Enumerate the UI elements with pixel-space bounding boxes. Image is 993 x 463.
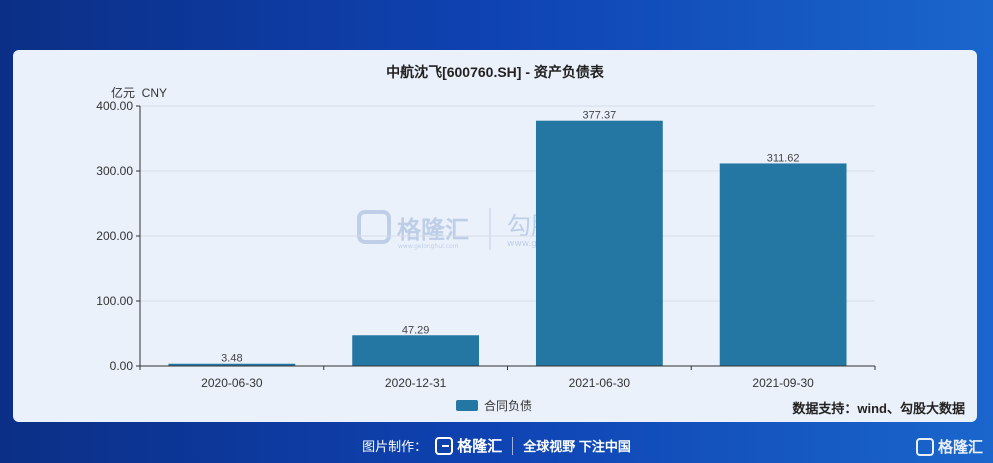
- data-label: 47.29: [402, 324, 430, 336]
- footer-logo-text: 格隆汇: [457, 438, 503, 455]
- bars: [168, 120, 847, 366]
- x-tick-label: 2020-06-30: [201, 376, 263, 390]
- y-tick-label: 400.00: [96, 99, 133, 113]
- bar[interactable]: [168, 363, 296, 366]
- bar[interactable]: [352, 335, 480, 366]
- footer-bar: 图片制作： 格隆汇 全球视野 下注中国: [0, 428, 993, 463]
- footer-brand-logo: 格隆汇: [435, 435, 502, 456]
- y-axis-ticks: 0.00 100.00 200.00 300.00 400.00: [96, 99, 140, 373]
- data-label: 377.37: [583, 110, 617, 122]
- corner-logo: 格隆汇: [915, 436, 983, 457]
- legend[interactable]: 合同负债: [456, 398, 532, 413]
- x-tick-label: 2020-12-31: [385, 376, 447, 390]
- x-tick-label: 2021-06-30: [569, 376, 631, 390]
- x-axis-ticks: 2020-06-30 2020-12-31 2021-06-30 2021-09-30: [139, 366, 876, 390]
- footer-divider: [512, 436, 514, 455]
- y-tick-label: 300.00: [96, 164, 133, 178]
- legend-label[interactable]: 合同负债: [484, 398, 532, 413]
- bar[interactable]: [719, 163, 847, 366]
- data-labels: 3.48 47.29 377.37 311.62: [221, 110, 799, 365]
- x-tick-label: 2021-09-30: [752, 376, 814, 390]
- bar[interactable]: [535, 120, 663, 366]
- chart-card: 中航沈飞[600760.SH] - 资产负债表 亿元 CNY 格隆汇 www.g…: [13, 50, 977, 422]
- source-note: 数据支持：wind、勾股大数据: [792, 401, 965, 416]
- watermark-brand: 格隆汇: [397, 216, 469, 244]
- legend-swatch[interactable]: [456, 400, 478, 411]
- y-tick-label: 0.00: [110, 359, 134, 373]
- chart: 中航沈飞[600760.SH] - 资产负债表 亿元 CNY 格隆汇 www.g…: [96, 64, 965, 416]
- watermark-logo-icon: [357, 210, 391, 244]
- y-unit-label: 亿元 CNY: [111, 85, 167, 100]
- corner-logo-icon: [915, 437, 934, 456]
- gelonghui-logo-icon: [435, 436, 454, 455]
- chart-title: 中航沈飞[600760.SH] - 资产负债表: [386, 64, 605, 80]
- data-label: 3.48: [221, 353, 242, 365]
- corner-logo-text: 格隆汇: [937, 439, 983, 456]
- data-label: 311.62: [767, 152, 800, 164]
- footer-made-by: 图片制作：: [362, 439, 428, 454]
- watermark-brand-url: www.gelonghui.com: [398, 243, 459, 250]
- footer-slogan: 全球视野 下注中国: [523, 439, 631, 454]
- y-tick-label: 200.00: [96, 229, 133, 243]
- y-tick-label: 100.00: [96, 294, 133, 308]
